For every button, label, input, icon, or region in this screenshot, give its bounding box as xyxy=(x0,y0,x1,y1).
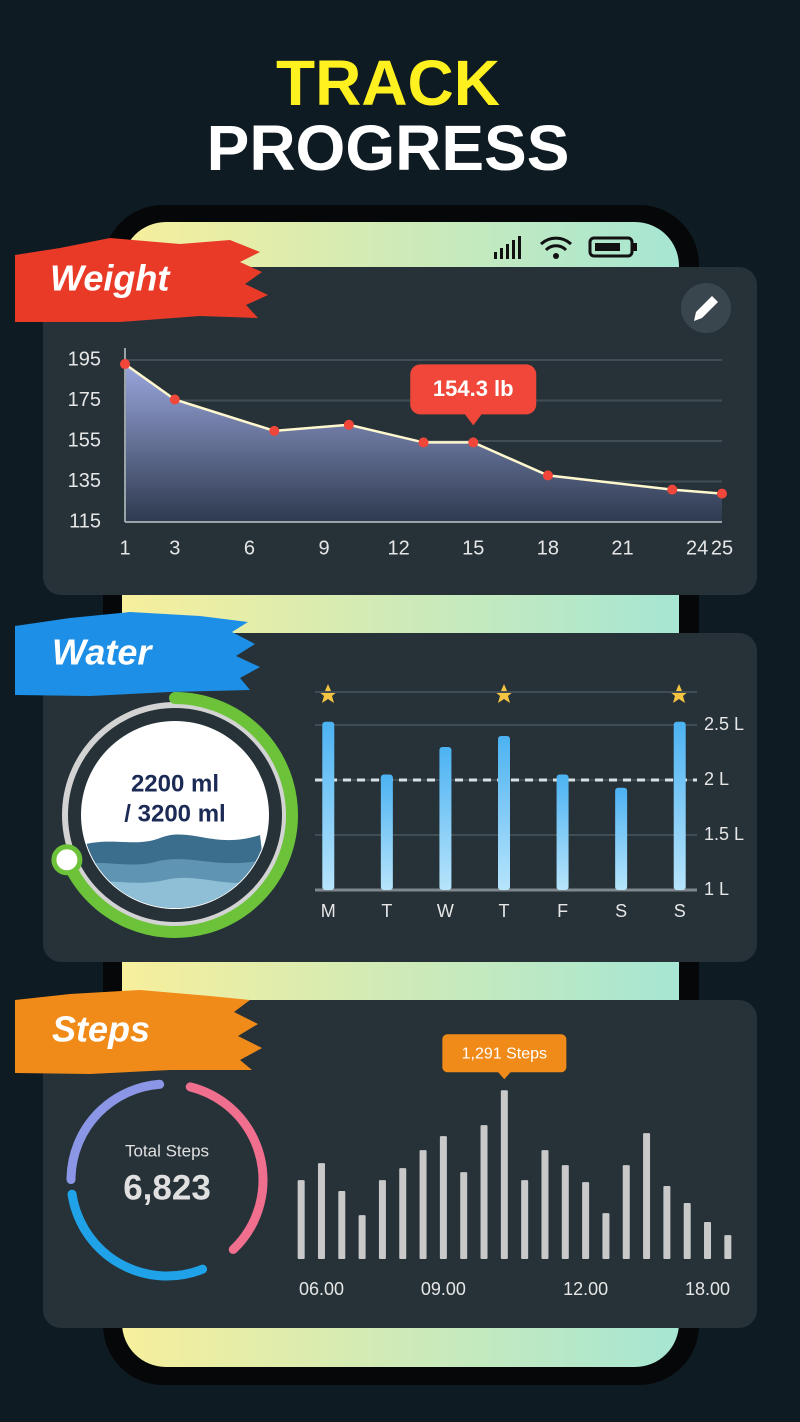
x-tick-label: T xyxy=(499,901,510,921)
x-tick-label: 25 xyxy=(711,537,733,559)
x-tick-label: 09.00 xyxy=(421,1279,466,1299)
bar xyxy=(643,1133,651,1259)
goal-stars xyxy=(318,684,689,703)
bar xyxy=(439,1136,447,1259)
x-tick-label: 9 xyxy=(318,537,329,559)
weight-label-bg xyxy=(15,238,268,322)
x-tick-label: 6 xyxy=(244,537,255,559)
x-tick-label: W xyxy=(437,901,454,921)
summary-label: Total Steps xyxy=(125,1141,209,1160)
bar xyxy=(683,1203,691,1259)
y-tick-label: 175 xyxy=(68,389,101,411)
bar xyxy=(500,1090,508,1259)
point xyxy=(418,437,429,448)
bar xyxy=(378,1180,386,1259)
water-title: Water xyxy=(52,632,153,673)
point xyxy=(717,488,727,499)
gauge-knob xyxy=(51,844,83,876)
bar xyxy=(673,721,686,890)
x-tick-label: 15 xyxy=(462,537,484,559)
summary-value: 6,823 xyxy=(123,1168,211,1207)
bar xyxy=(724,1235,732,1259)
point xyxy=(169,394,180,405)
steps-ring xyxy=(66,1079,268,1281)
x-tick-label: S xyxy=(615,901,627,921)
y-tick-label: 2.5 L xyxy=(704,714,744,734)
point xyxy=(343,419,354,430)
callout xyxy=(410,364,537,415)
y-tick-label: 135 xyxy=(68,470,101,492)
x-tick-label: 1 xyxy=(119,537,130,559)
point xyxy=(468,437,479,448)
bar xyxy=(460,1172,468,1259)
bar xyxy=(602,1213,610,1259)
value-label: 154.3 lb xyxy=(433,376,514,401)
x-tick-label: 18.00 xyxy=(685,1279,730,1299)
bar xyxy=(317,1163,325,1259)
callout-pointer xyxy=(497,1071,512,1080)
x-tick-label: S xyxy=(674,901,686,921)
gauge-max: / 3200 ml xyxy=(124,800,225,827)
x-tick-label: 3 xyxy=(169,537,180,559)
bar xyxy=(439,747,452,890)
y-tick-label: 1.5 L xyxy=(704,824,744,844)
bar xyxy=(704,1222,712,1259)
bar xyxy=(419,1150,427,1259)
bar xyxy=(297,1180,305,1259)
bar xyxy=(582,1182,590,1259)
bar xyxy=(358,1215,366,1259)
bar xyxy=(338,1191,346,1259)
bar xyxy=(498,736,510,890)
callout-pointer xyxy=(464,413,483,426)
bar xyxy=(541,1150,549,1259)
y-tick-label: 2 L xyxy=(704,769,729,789)
x-tick-label: 06.00 xyxy=(299,1279,344,1299)
x-tick-label: T xyxy=(381,901,392,921)
gauge-value: 2200 ml xyxy=(131,770,219,797)
steps-title: Steps xyxy=(52,1009,150,1050)
weight-title: Weight xyxy=(50,258,171,299)
header-line1: TRACK xyxy=(276,47,500,119)
x-tick-label: F xyxy=(557,901,568,921)
value-label: 1,291 Steps xyxy=(462,1045,547,1062)
header-line2: PROGRESS xyxy=(207,112,570,184)
bar xyxy=(622,1165,630,1259)
bar xyxy=(556,774,569,890)
gauge-arc xyxy=(60,692,298,938)
x-tick-label: 18 xyxy=(537,537,559,559)
bar xyxy=(615,787,628,890)
x-tick-label: M xyxy=(321,901,336,921)
status-icons xyxy=(494,236,637,259)
x-tick-label: 12 xyxy=(388,537,410,559)
x-tick-label: 24 xyxy=(686,537,708,559)
gauge-track xyxy=(62,702,288,928)
point xyxy=(120,359,130,370)
y-tick-label: 155 xyxy=(68,429,101,451)
edit-button[interactable] xyxy=(681,283,731,333)
y-tick-label: 115 xyxy=(69,510,101,532)
bar xyxy=(380,774,393,890)
steps-label-bg xyxy=(15,990,262,1074)
bar xyxy=(322,721,335,890)
point xyxy=(269,425,280,436)
x-tick-label: 12.00 xyxy=(563,1279,608,1299)
bar xyxy=(561,1165,569,1259)
steps-card xyxy=(43,1000,757,1328)
water-label-bg xyxy=(15,612,260,696)
y-tick-label: 1 L xyxy=(704,879,729,899)
y-tick-label: 195 xyxy=(68,348,101,370)
bar xyxy=(480,1125,488,1259)
bar xyxy=(399,1168,407,1259)
x-tick-label: 21 xyxy=(611,537,633,559)
bar xyxy=(663,1186,671,1259)
callout xyxy=(442,1034,567,1073)
bar xyxy=(521,1180,529,1259)
point xyxy=(667,484,678,495)
point xyxy=(542,470,553,481)
